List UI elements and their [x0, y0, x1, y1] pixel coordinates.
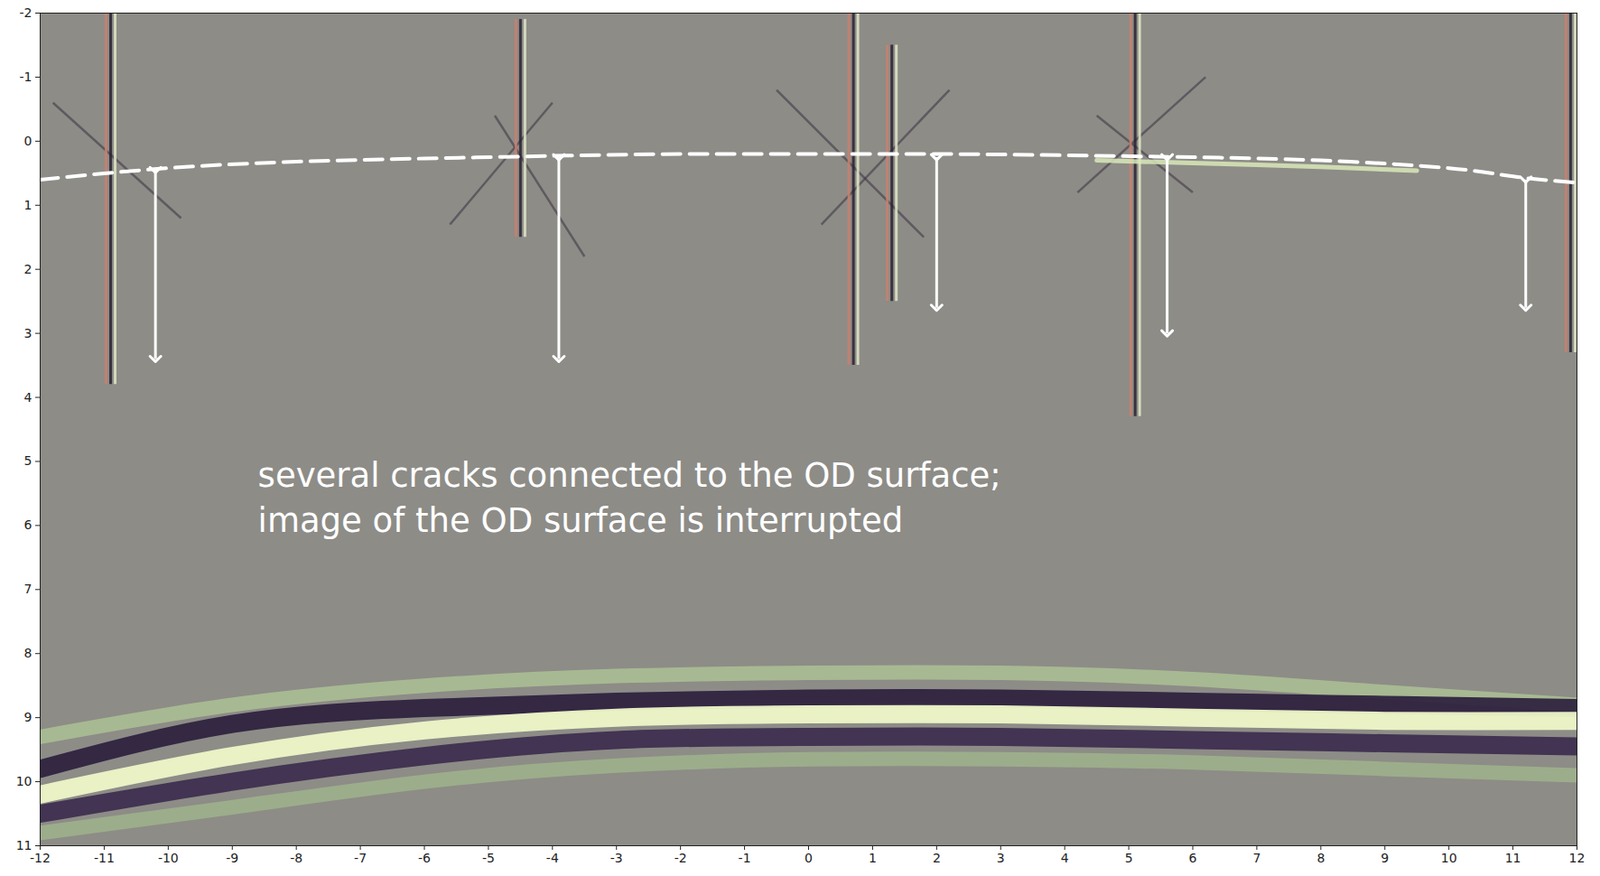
- svg-text:12: 12: [1569, 850, 1586, 866]
- svg-text:6: 6: [1189, 850, 1198, 866]
- svg-text:-2: -2: [674, 850, 688, 866]
- svg-text:1: 1: [24, 197, 33, 213]
- svg-text:-10: -10: [158, 850, 179, 866]
- svg-text:-7: -7: [353, 850, 367, 866]
- svg-text:11: 11: [16, 837, 33, 853]
- svg-text:-5: -5: [482, 850, 495, 866]
- svg-text:-3: -3: [610, 850, 624, 866]
- svg-text:4: 4: [24, 390, 33, 405]
- svg-text:7: 7: [1252, 850, 1261, 866]
- svg-text:10: 10: [1441, 850, 1458, 866]
- svg-text:1: 1: [868, 850, 877, 866]
- svg-text:-9: -9: [225, 850, 239, 866]
- svg-text:-6: -6: [418, 850, 431, 866]
- svg-text:6: 6: [24, 517, 33, 532]
- svg-text:7: 7: [24, 581, 33, 596]
- svg-text:2: 2: [24, 261, 33, 277]
- svg-text:-1: -1: [738, 850, 752, 866]
- svg-text:4: 4: [1060, 850, 1070, 866]
- svg-text:0: 0: [804, 850, 813, 866]
- svg-text:-1: -1: [19, 69, 33, 84]
- svg-text:-8: -8: [289, 850, 303, 866]
- svg-text:9: 9: [24, 709, 33, 725]
- svg-text:-2: -2: [19, 5, 33, 20]
- svg-text:10: 10: [16, 773, 33, 789]
- svg-text:9: 9: [1380, 850, 1389, 866]
- svg-text:5: 5: [24, 453, 33, 468]
- svg-text:-4: -4: [546, 850, 559, 866]
- svg-text:-12: -12: [29, 850, 51, 866]
- svg-text:5: 5: [1125, 850, 1134, 866]
- svg-text:3: 3: [996, 850, 1005, 866]
- svg-text:0: 0: [24, 133, 33, 149]
- svg-text:-11: -11: [93, 850, 115, 866]
- svg-text:2: 2: [932, 850, 941, 866]
- svg-text:8: 8: [24, 645, 33, 661]
- svg-text:3: 3: [24, 325, 33, 341]
- svg-text:11: 11: [1505, 850, 1522, 866]
- svg-text:several cracks connected to th: several cracks connected to the OD surfa…: [258, 455, 1002, 540]
- svg-text:8: 8: [1316, 850, 1325, 866]
